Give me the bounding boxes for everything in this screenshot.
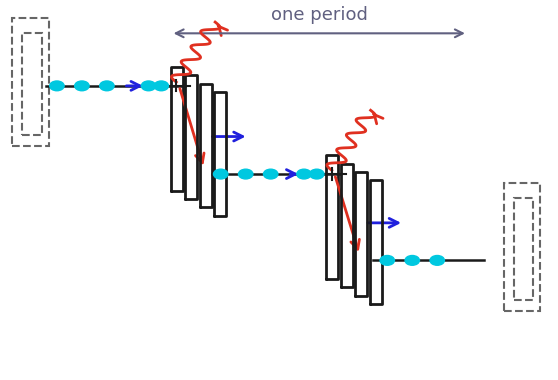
Circle shape [141,81,156,91]
Circle shape [297,169,311,179]
Circle shape [100,81,114,91]
Circle shape [310,169,324,179]
Circle shape [380,255,395,265]
Circle shape [154,81,169,91]
Circle shape [430,255,445,265]
Circle shape [238,169,253,179]
Circle shape [75,81,89,91]
Circle shape [50,81,64,91]
Circle shape [263,169,278,179]
Text: one period: one period [271,6,368,24]
Circle shape [405,255,420,265]
Circle shape [214,169,228,179]
